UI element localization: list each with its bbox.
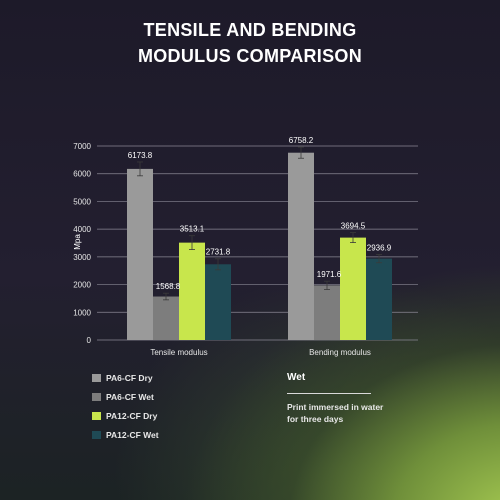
legend-swatch	[92, 374, 101, 382]
data-label: 3513.1	[180, 225, 205, 234]
bar	[153, 296, 179, 340]
legend-label: PA12-CF Dry	[106, 411, 158, 421]
bar	[179, 242, 205, 340]
data-label: 1971.6	[317, 270, 342, 279]
data-label: 2731.8	[206, 248, 231, 257]
bar	[340, 237, 366, 340]
data-label: 3694.5	[341, 222, 366, 231]
note-divider	[287, 393, 371, 394]
bar	[366, 258, 392, 340]
y-tick-label: 2000	[73, 281, 91, 290]
y-axis-label: Mpa	[73, 234, 82, 250]
data-label: 2936.9	[367, 243, 392, 252]
x-category-label: Tensile modulus	[150, 348, 207, 357]
legend-swatch	[92, 431, 101, 439]
legend-label: PA12-CF Wet	[106, 430, 159, 440]
y-tick-label: 7000	[73, 142, 91, 151]
y-tick-label: 6000	[73, 170, 91, 179]
bar	[314, 285, 340, 340]
legend-swatch	[92, 412, 101, 420]
note-text: Print immersed in water for three days	[287, 402, 384, 424]
y-tick-label: 1000	[73, 308, 91, 317]
x-category-label: Bending modulus	[309, 348, 371, 357]
y-tick-label: 4000	[73, 225, 91, 234]
bar	[205, 264, 231, 340]
legend-swatch	[92, 393, 101, 401]
y-tick-label: 0	[87, 336, 92, 345]
wet-note: Wet Print immersed in water for three da…	[287, 372, 387, 425]
chart-title-line2: MODULUS COMPARISON	[137, 46, 363, 66]
chart-title-line1: TENSILE AND BENDING	[143, 20, 357, 40]
legend-label: PA6-CF Dry	[106, 373, 153, 383]
data-label: 6173.8	[128, 151, 153, 160]
y-tick-label: 3000	[73, 253, 91, 262]
bar	[288, 152, 314, 340]
data-label: 6758.2	[289, 136, 314, 145]
bar	[127, 168, 153, 340]
note-title: Wet	[287, 372, 306, 383]
legend-label: PA6-CF Wet	[106, 392, 154, 402]
data-label: 1568.8	[156, 282, 181, 291]
y-tick-label: 5000	[73, 197, 91, 206]
